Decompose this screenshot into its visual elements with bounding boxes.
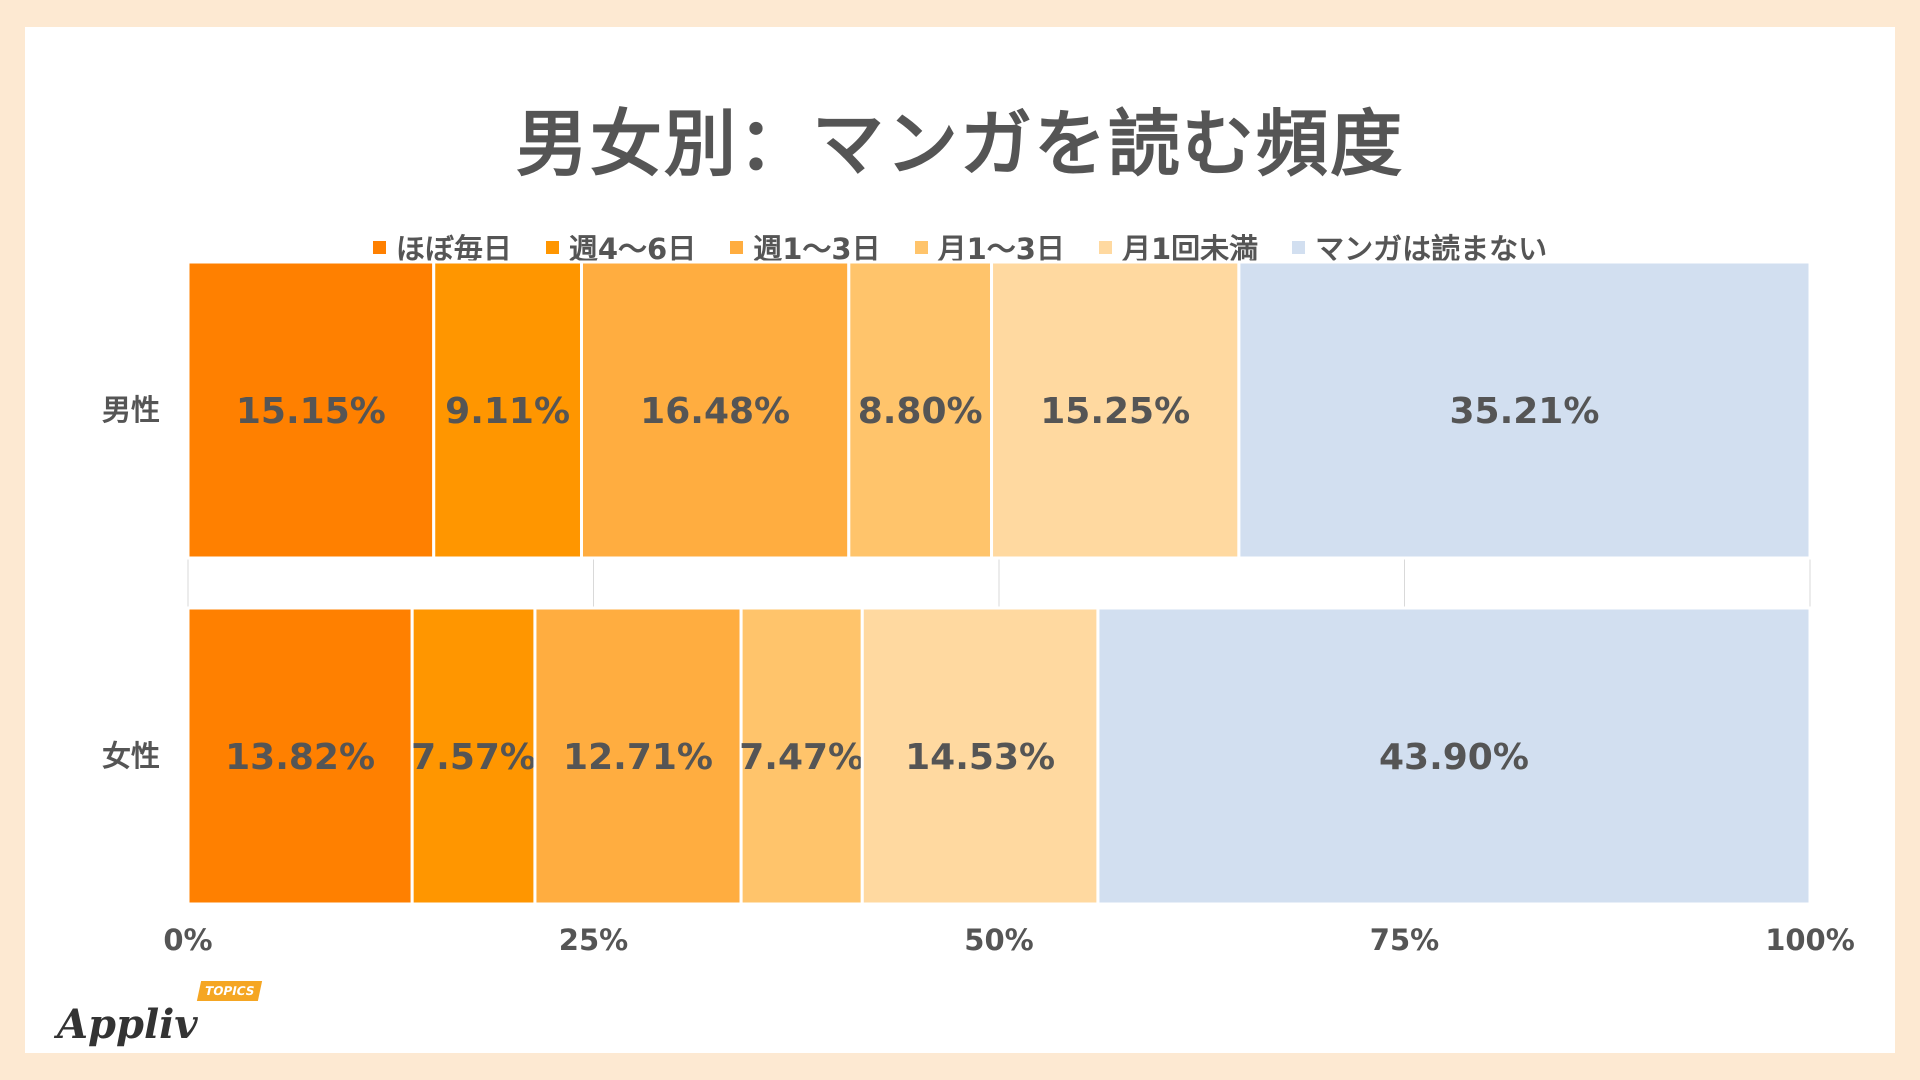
legend-swatch [1098,240,1112,254]
logo-text: Appliv [57,1001,198,1048]
x-tick-label-3: 75% [1370,923,1439,957]
data-label-1-3: 7.47% [739,737,864,778]
chart-title: 男女別：マンガを読む頻度 [515,102,1404,186]
data-label-1-0: 13.82% [225,737,375,778]
bar-segment-0-3 [847,260,994,560]
bar-segment-1-3 [739,606,864,906]
x-tick-label-1: 25% [559,923,628,957]
legend-item-3: 月1〜3日 [914,226,1065,268]
legend-swatch [372,240,386,254]
bar-segment-1-1 [410,606,537,906]
data-label-1-1: 7.57% [411,737,536,778]
legend-item-1: 週4〜6日 [545,226,697,268]
data-label-1-2: 12.71% [563,737,713,778]
x-tick-label-2: 50% [964,923,1033,957]
data-label-0-1: 9.11% [445,391,570,432]
data-label-1-5: 43.90% [1379,737,1529,778]
data-label-0-2: 16.48% [640,391,790,432]
legend-swatch [730,240,744,254]
data-label-0-3: 8.80% [858,391,983,432]
legend-label: 週4〜6日 [568,232,697,266]
legend: ほぼ毎日 週4〜6日 週1〜3日 月1〜3日 月1回未満 マンガは読まない [25,225,1895,269]
bar-segment-0-1 [432,260,583,560]
legend-label: 月1〜3日 [937,232,1065,266]
legend-item-0: ほぼ毎日 [372,226,512,268]
bar-segment-1-0 [186,606,414,906]
appliv-logo: Appliv TOPICS [57,967,277,1048]
bar-segment-0-2 [579,260,851,560]
legend-swatch [545,240,559,254]
legend-label: ほぼ毎日 [395,232,512,266]
x-tick-label-0: 0% [163,923,212,957]
legend-item-2: 週1〜3日 [730,226,881,268]
category-label-0: 男性 [102,393,160,427]
bar-segment-0-0 [186,260,436,560]
legend-label: 月1回未満 [1121,232,1259,266]
bar-segment-0-5 [1237,260,1812,560]
legend-item-4: 月1回未満 [1098,226,1259,268]
x-tick-label-4: 100% [1765,923,1855,957]
legend-label: 週1〜3日 [753,232,881,266]
data-label-0-5: 35.21% [1449,391,1599,432]
bar-segment-1-4 [860,606,1100,906]
bar-segment-1-5 [1096,606,1812,906]
legend-swatch [914,240,928,254]
bar-segment-0-4 [990,260,1241,560]
data-label-0-4: 15.25% [1040,391,1190,432]
legend-swatch [1292,240,1306,254]
data-label-1-4: 14.53% [905,737,1055,778]
category-label-1: 女性 [102,739,160,773]
bar-segment-1-2 [533,606,743,906]
legend-label: マンガは読まない [1315,232,1548,266]
legend-item-5: マンガは読まない [1292,226,1547,268]
data-label-0-0: 15.15% [236,391,386,432]
